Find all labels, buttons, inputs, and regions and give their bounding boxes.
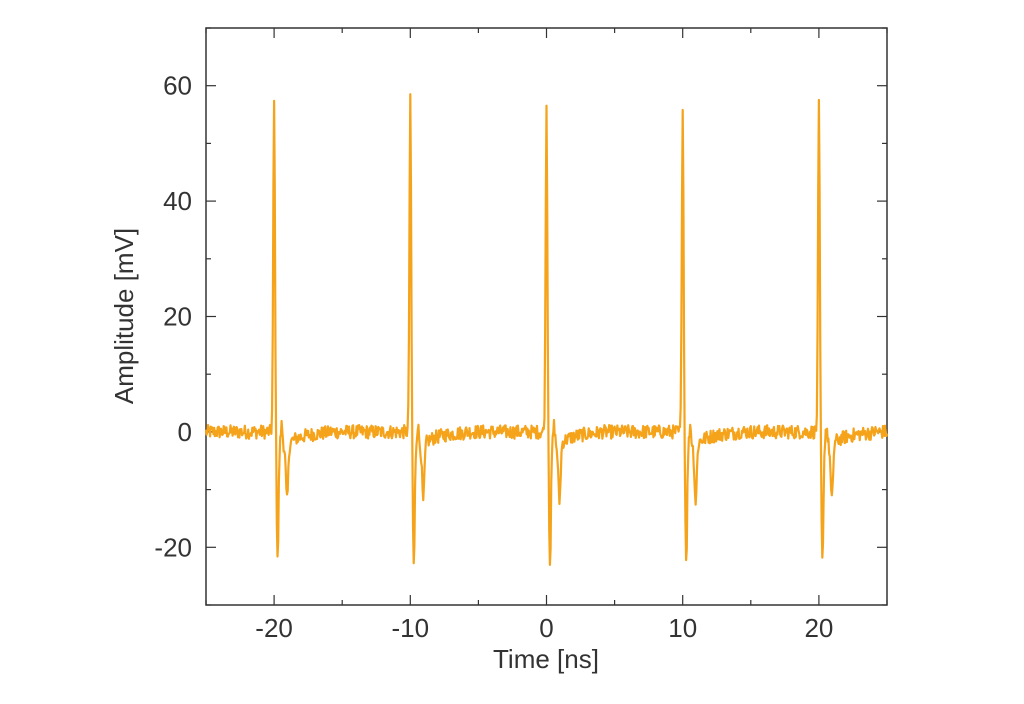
y-tick-label: 60 bbox=[163, 71, 192, 101]
y-tick-label: 40 bbox=[163, 186, 192, 216]
x-tick-label: 20 bbox=[804, 613, 833, 643]
x-tick-label: -20 bbox=[255, 613, 293, 643]
x-axis-label: Time [ns] bbox=[493, 644, 599, 674]
y-axis-label: Amplitude [mV] bbox=[109, 228, 139, 404]
x-tick-label: 10 bbox=[668, 613, 697, 643]
signal-series-line bbox=[204, 93, 889, 566]
y-tick-label: -20 bbox=[154, 532, 192, 562]
y-tick-labels: -20 0 20 40 60 bbox=[154, 71, 192, 563]
y-tick-label: 0 bbox=[178, 417, 192, 447]
x-tick-label: -10 bbox=[392, 613, 430, 643]
x-tick-labels: -20 -10 0 10 20 bbox=[255, 613, 833, 643]
y-tick-label: 20 bbox=[163, 302, 192, 332]
x-tick-label: 0 bbox=[539, 613, 553, 643]
